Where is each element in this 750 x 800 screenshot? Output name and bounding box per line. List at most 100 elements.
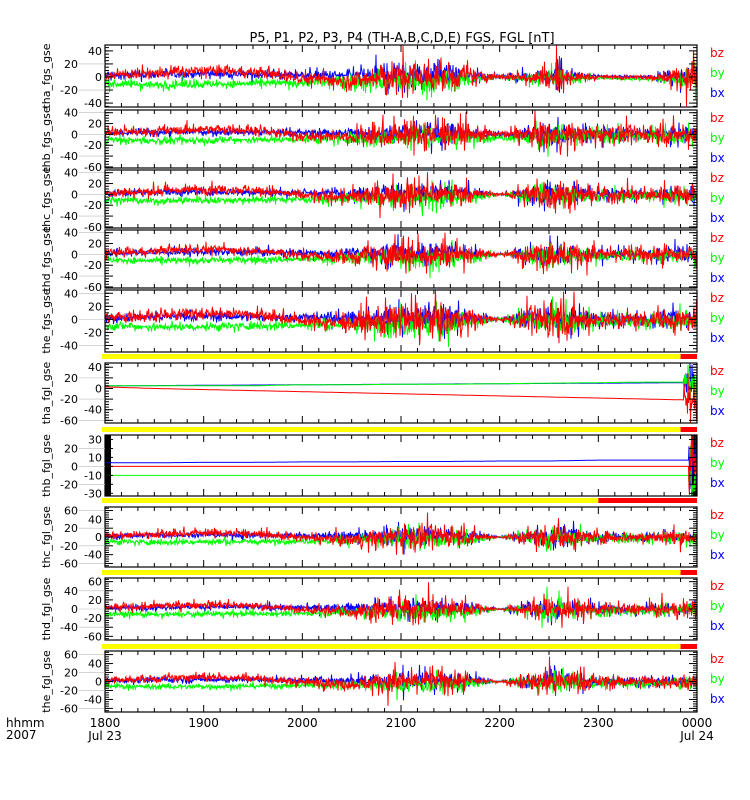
y-tick-label: 0 xyxy=(95,382,102,395)
series-bz xyxy=(105,45,697,107)
legend-by: by xyxy=(710,384,725,398)
y-tick-label: -60 xyxy=(84,281,102,294)
y-tick-label: 40 xyxy=(64,585,78,598)
y-tick-label: -60 xyxy=(84,161,102,174)
y-tick-label: 20 xyxy=(64,372,78,385)
y-tick-label: -40 xyxy=(84,97,102,110)
legend-bz: bz xyxy=(710,436,724,450)
y-tick-label: -20 xyxy=(60,684,78,697)
x-tick-label: 1800 xyxy=(90,716,121,730)
status-bar-bad xyxy=(680,427,697,432)
panel-thb_fgs_gse: 40 20 0 -20 -40 -60 thb_fgs_gse bz by bx xyxy=(40,106,725,174)
y-tick-label: 60 xyxy=(64,505,78,518)
y-tick-label: -60 xyxy=(60,557,78,570)
y-tick-label: -20 xyxy=(84,259,102,272)
y-tick-label: -40 xyxy=(60,270,78,283)
y-tick-label: -30 xyxy=(84,487,102,500)
status-bar-ok xyxy=(102,498,599,503)
legend-bz: bz xyxy=(710,111,724,125)
y-tick-label: -20 xyxy=(60,540,78,553)
legend-by: by xyxy=(710,251,725,265)
y-tick-label: 20 xyxy=(88,118,102,131)
series-bz xyxy=(105,435,697,495)
legend-by: by xyxy=(710,528,725,542)
legend-by: by xyxy=(710,191,725,205)
y-tick-label: 0 xyxy=(71,460,78,473)
y-tick-label: -20 xyxy=(60,478,78,491)
x-tick-label: 2100 xyxy=(386,716,417,730)
legend-bx: bx xyxy=(710,331,725,345)
panel-thd_fgs_gse: 40 20 0 -20 -40 -60 thd_fgs_gse bz by bx xyxy=(40,226,725,294)
data-gap-fill-left xyxy=(105,435,111,496)
y-tick-label: -40 xyxy=(60,621,78,634)
y-axis-label: the_fgs_gse xyxy=(40,288,53,353)
y-tick-label: -40 xyxy=(60,210,78,223)
series-by xyxy=(105,296,697,347)
y-tick-label: -60 xyxy=(84,221,102,234)
y-tick-label: -20 xyxy=(60,84,78,97)
legend-bx: bx xyxy=(710,271,725,285)
panel-thc_fgs_gse: 40 20 0 -20 -40 -60 thc_fgs_gse bz by bx xyxy=(40,167,725,234)
series-bz xyxy=(105,656,697,706)
series-bx xyxy=(105,436,697,490)
series-by xyxy=(105,445,697,496)
y-axis-label: thb_fgs_gse xyxy=(40,106,53,172)
x-axis-label-year: 2007 xyxy=(6,728,37,742)
status-bar-ok xyxy=(102,354,681,359)
y-tick-label: 10 xyxy=(88,451,102,464)
y-axis-label: the_fgl_gse xyxy=(40,650,53,713)
y-tick-label: 20 xyxy=(64,442,78,455)
y-tick-label: 20 xyxy=(64,58,78,71)
y-tick-label: -40 xyxy=(84,549,102,562)
y-tick-label: 40 xyxy=(88,658,102,671)
y-tick-label: 20 xyxy=(64,667,78,680)
x-axis-label-hhmm: hhmm xyxy=(6,716,45,730)
legend-bx: bx xyxy=(710,86,725,100)
legend-bz: bz xyxy=(710,231,724,245)
y-tick-label: 20 xyxy=(88,238,102,251)
legend-bz: bz xyxy=(710,171,724,185)
x-tick-label: 1900 xyxy=(188,716,219,730)
y-tick-label: -40 xyxy=(84,404,102,417)
y-tick-label: -40 xyxy=(84,693,102,706)
series-by xyxy=(105,240,697,278)
y-axis-label: thc_fgl_gse xyxy=(40,506,53,568)
x-tick-label: 0000 xyxy=(682,716,713,730)
y-axis-label: thd_fgs_gse xyxy=(40,226,53,292)
y-axis-label: thb_fgl_gse xyxy=(40,434,53,497)
y-tick-label: 0 xyxy=(71,188,78,201)
y-tick-label: 40 xyxy=(64,167,78,180)
y-tick-label: 40 xyxy=(64,107,78,120)
series-by xyxy=(105,586,697,628)
legend-bz: bz xyxy=(710,579,724,593)
panel-thc_fgl_gse: 60 40 20 0 -20 -40 -60 thc_fgl_gse bz by bx xyxy=(40,505,725,575)
panel-frame xyxy=(104,362,698,424)
legend-by: by xyxy=(710,456,725,470)
panel-tha_fgs_gse: 40 20 0 -20 -40 tha_fgs_gse bz by bx xyxy=(40,43,725,110)
y-tick-label: 30 xyxy=(88,433,102,446)
y-tick-label: 0 xyxy=(71,313,78,326)
legend-bz: bz xyxy=(710,291,724,305)
legend-bz: bz xyxy=(710,46,724,60)
series-bz xyxy=(105,232,697,276)
y-tick-label: -60 xyxy=(60,414,78,427)
y-tick-label: 20 xyxy=(88,594,102,607)
y-tick-label: 0 xyxy=(71,603,78,616)
status-bar-bad xyxy=(680,354,697,359)
legend-by: by xyxy=(710,131,725,145)
y-tick-label: 20 xyxy=(88,178,102,191)
status-bar-ok xyxy=(102,427,681,432)
y-tick-label: 20 xyxy=(64,522,78,535)
panel-thb_fgl_gse: 30 20 10 0 -10 -20 -30 thb_fgl_gse bz by bx xyxy=(40,433,725,503)
y-tick-label: 0 xyxy=(71,128,78,141)
y-tick-label: 0 xyxy=(95,531,102,544)
legend-bx: bx xyxy=(710,692,725,706)
y-tick-label: 40 xyxy=(64,227,78,240)
y-tick-label: -40 xyxy=(60,150,78,163)
legend-by: by xyxy=(710,672,725,686)
y-tick-label: -20 xyxy=(84,612,102,625)
legend-bx: bx xyxy=(710,548,725,562)
legend-bz: bz xyxy=(710,652,724,666)
legend-bz: bz xyxy=(710,364,724,378)
y-tick-label: -10 xyxy=(84,469,102,482)
